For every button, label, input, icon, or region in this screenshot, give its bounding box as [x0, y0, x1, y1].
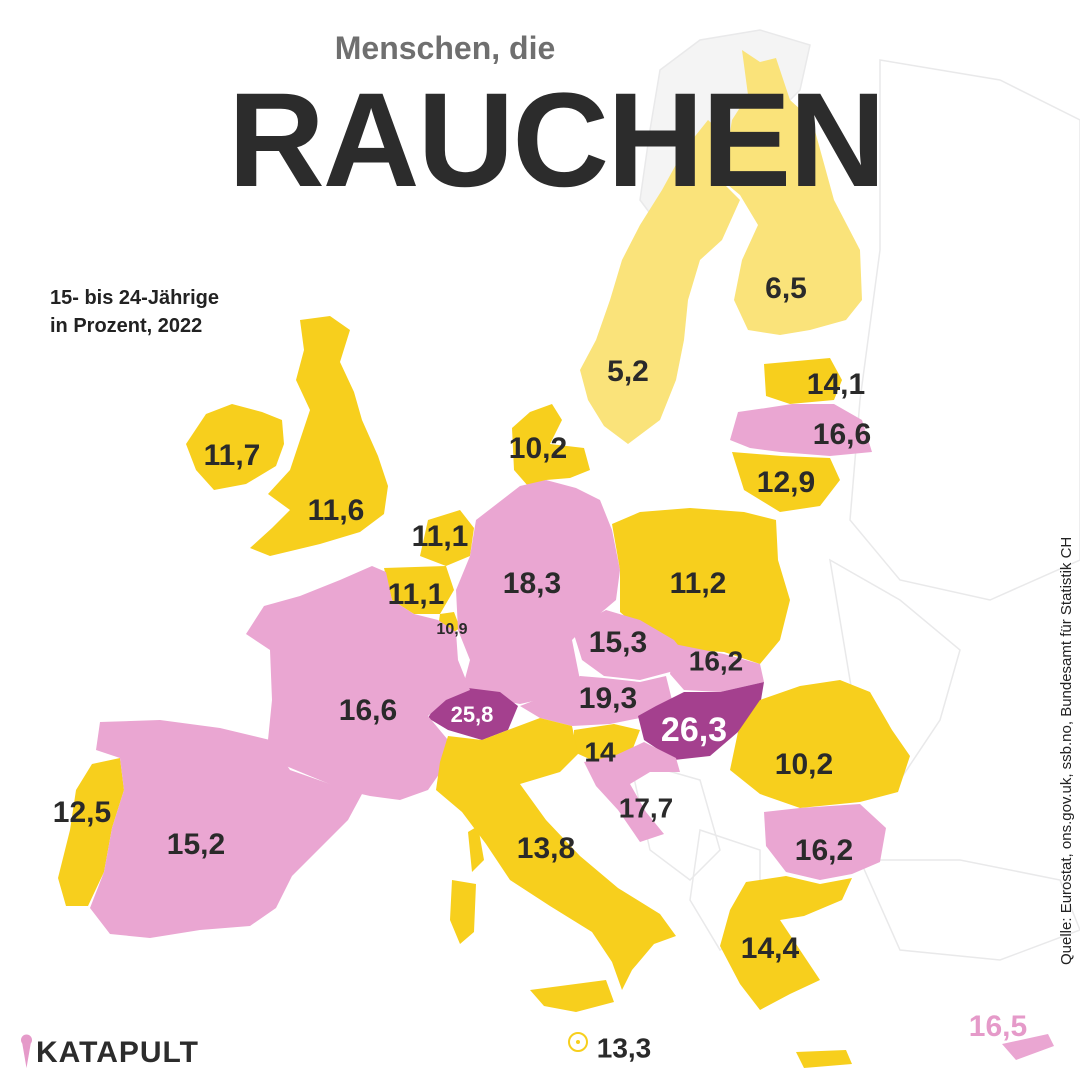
value-label-zypern: 16,5	[969, 1010, 1027, 1043]
value-label-deutschland: 18,3	[503, 567, 561, 600]
value-label-litauen: 12,9	[757, 466, 815, 499]
value-label-luxemburg: 10,9	[436, 621, 467, 638]
country-slovakia	[670, 644, 764, 692]
country-belgium	[384, 566, 454, 614]
value-labels: 6,5 5,2 14,1 16,6 12,9 10,2 11,7 11,6 11,1 11,1 10…	[53, 272, 1027, 1063]
country-sweden	[580, 120, 740, 444]
value-label-polen: 11,2	[670, 567, 727, 600]
country-netherlands	[420, 510, 474, 566]
country-greece	[720, 876, 852, 1068]
malta-dot	[576, 1040, 580, 1044]
value-label-schweiz: 25,8	[451, 702, 494, 727]
katapult-logo-icon	[21, 1034, 32, 1068]
country-hungary	[638, 682, 764, 760]
country-finland	[722, 50, 862, 335]
country-denmark	[512, 404, 590, 486]
country-switzerland	[428, 688, 518, 740]
country-czechia	[572, 610, 690, 680]
value-label-rumänien: 10,2	[775, 748, 833, 781]
country-spain	[90, 720, 362, 938]
page-title: RAUCHEN	[228, 66, 886, 215]
value-label-italien: 13,8	[517, 832, 575, 865]
value-label-niederlande: 11,1	[412, 520, 469, 553]
country-portugal	[58, 758, 124, 906]
value-label-slowakei: 16,2	[689, 645, 744, 676]
country-italy	[436, 718, 676, 1012]
malta-marker	[568, 1032, 588, 1052]
country-bulgaria	[764, 804, 886, 880]
source-credit: Quelle: Eurostat, ons.gov.uk, ssb.no, Bu…	[1058, 536, 1075, 965]
value-label-frankreich: 16,6	[339, 694, 397, 727]
value-label-ungarn: 26,3	[661, 711, 727, 749]
value-label-finnland: 6,5	[765, 272, 807, 305]
value-label-malta: 13,3	[597, 1032, 652, 1063]
country-france	[246, 566, 470, 800]
value-label-lettland: 16,6	[813, 418, 871, 451]
value-label-portugal: 12,5	[53, 796, 111, 829]
value-label-vereinigtes-königreich: 11,6	[308, 494, 365, 527]
country-ireland	[186, 404, 284, 490]
value-label-tschechien: 15,3	[589, 626, 647, 659]
value-label-bulgarien: 16,2	[795, 834, 853, 867]
country-estonia	[764, 358, 842, 404]
subtitle-line-1: 15- bis 24-Jährige	[50, 287, 219, 309]
country-romania	[730, 680, 910, 808]
value-label-schweden: 5,2	[607, 355, 649, 388]
value-label-slowenien: 14	[584, 736, 616, 767]
country-lithuania	[732, 452, 840, 512]
subtitle-line-2: in Prozent, 2022	[50, 315, 203, 337]
value-label-dänemark: 10,2	[509, 432, 567, 465]
country-latvia	[730, 404, 872, 456]
value-label-österreich: 19,3	[579, 682, 637, 715]
brand-logo-text: KATAPULT	[18, 1036, 199, 1070]
country-poland	[612, 508, 790, 664]
country-croatia	[584, 742, 680, 842]
country-germany	[456, 480, 620, 704]
value-label-irland: 11,7	[204, 439, 261, 472]
country-cyprus	[1002, 1034, 1054, 1060]
value-label-estland: 14,1	[807, 368, 865, 401]
country-uk	[250, 316, 388, 556]
island-corsica	[468, 826, 484, 872]
brand-name: KATAPULT	[36, 1036, 199, 1069]
value-label-belgien: 11,1	[388, 578, 445, 611]
value-label-spanien: 15,2	[167, 828, 225, 861]
value-label-griechenland: 14,4	[741, 932, 800, 965]
value-label-kroatien: 17,7	[619, 792, 674, 823]
title-kicker: Menschen, die	[334, 30, 556, 66]
subtitle: 15- bis 24-Jährige in Prozent, 2022	[50, 284, 219, 340]
country-austria	[520, 676, 672, 726]
